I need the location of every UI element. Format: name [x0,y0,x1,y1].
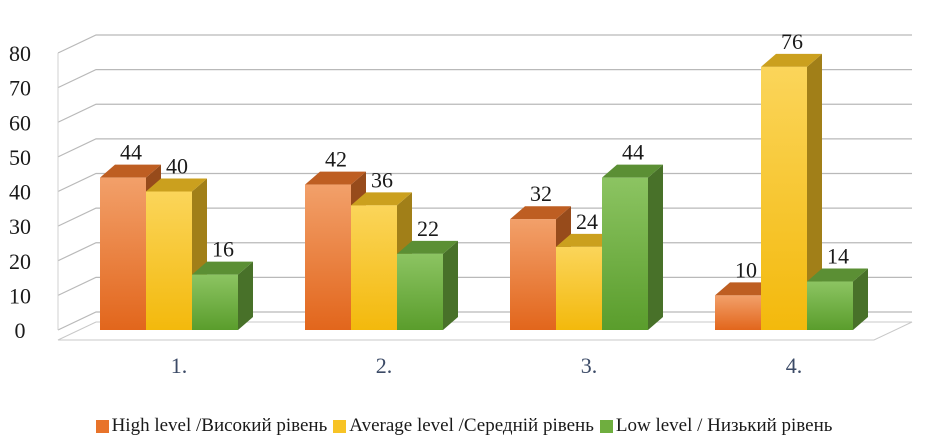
bar [397,240,458,330]
bar-side [648,164,663,330]
gridline [57,103,912,123]
y-tick-label: 50 [9,145,31,170]
bar-front [602,177,648,330]
bar-side [807,53,822,330]
y-tick-label: 40 [9,180,31,205]
legend-label: High level /Високий рівень [111,415,328,436]
x-tick-label: 4. [786,353,803,378]
data-label: 44 [622,140,644,165]
bar-front [556,246,602,330]
bar-top [146,178,207,192]
bars [100,53,868,330]
y-tick-label: 30 [9,214,31,239]
data-label: 16 [212,237,234,262]
bar-front [100,177,146,330]
bar-top [305,171,366,185]
y-tick-label: 0 [15,318,26,343]
bar-top [761,53,822,67]
chart-floor [57,321,913,341]
bar-front [146,191,192,330]
data-label: 44 [120,140,142,165]
bar-side [238,261,253,330]
data-labels: 44 40 16 42 36 22 32 24 44 10 76 14 [120,29,849,283]
x-tick-label: 1. [171,353,188,378]
bar-top [510,206,571,220]
x-tick-label: 2. [376,353,393,378]
bar-top [192,261,253,275]
legend-swatch [599,419,613,433]
gridline [57,138,912,158]
y-tick-label: 70 [9,76,31,101]
bar [761,53,822,330]
bar-side [853,268,868,330]
bar-top [715,282,776,296]
bar-chart: 0 10 20 30 40 50 60 70 80 44 40 16 42 36 22 32 24 44 10 76… [9,29,913,378]
bar-front [510,219,556,330]
data-label: 76 [781,29,803,54]
bar [807,268,868,330]
y-tick-label: 60 [9,110,31,135]
bar-front [305,184,351,330]
y-tick-label: 20 [9,249,31,274]
bar [602,164,663,330]
gridline [57,34,912,54]
data-label: 24 [576,209,598,234]
bar-front [192,274,238,330]
bar [192,261,253,330]
data-label: 42 [325,147,347,172]
legend: High level /Високий рівень Average level … [0,414,934,438]
legend-label: Low level / Низький рівень [615,415,833,436]
legend-item: Low level / Низький рівень [599,415,833,437]
y-tick-label: 10 [9,283,31,308]
bar-top [100,164,161,178]
bar-top [807,268,868,282]
bar-top [351,192,412,206]
bar-front [397,253,443,330]
bar-front [715,295,761,330]
data-label: 22 [417,216,439,241]
y-axis: 0 10 20 30 40 50 60 70 80 [9,41,31,343]
y-tick-label: 80 [9,41,31,66]
legend-swatch [333,419,347,433]
bar-top [556,233,617,247]
bar-front [351,205,397,330]
data-label: 32 [530,181,552,206]
bar-front [761,66,807,330]
legend-item: High level /Високий рівень [95,415,328,437]
x-axis: 1. 2. 3. 4. [171,353,803,378]
gridline [57,69,912,89]
legend-item: Average level /Середній рівень [333,415,594,437]
bar-top [397,240,458,254]
bar-front [807,281,853,330]
bar-top [602,164,663,178]
legend-swatch [95,419,109,433]
data-label: 36 [371,167,393,192]
legend-label: Average level /Середній рівень [349,415,594,436]
data-label: 14 [827,244,849,269]
data-label: 10 [735,257,757,282]
data-label: 40 [166,154,188,179]
bar-side [443,240,458,330]
x-tick-label: 3. [581,353,598,378]
